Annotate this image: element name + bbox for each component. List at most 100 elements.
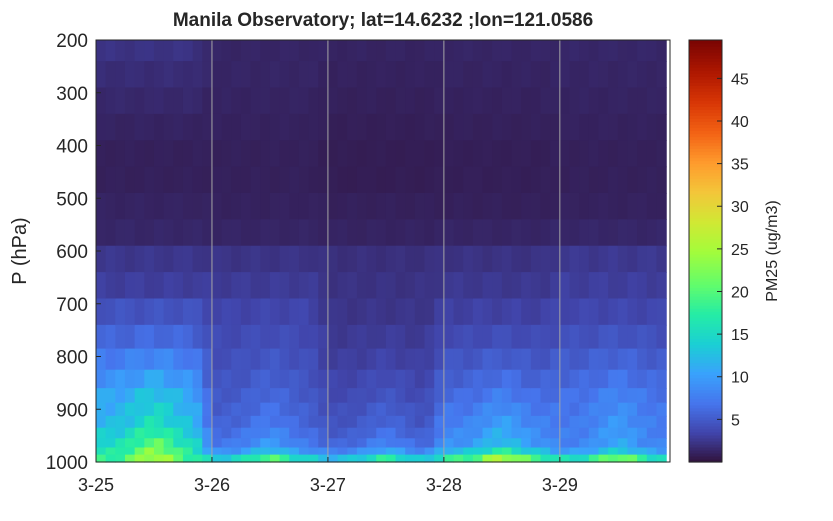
colorbar-segment (689, 94, 722, 98)
heatmap-cell (627, 245, 638, 273)
heatmap-cell (124, 61, 136, 89)
heatmap-cell (569, 388, 580, 404)
heatmap-cell (608, 40, 619, 62)
heatmap-cell (211, 219, 223, 247)
heatmap-cell (356, 427, 368, 439)
colorbar-segment (689, 377, 722, 382)
heatmap-cell (260, 427, 271, 439)
heatmap-cell (192, 427, 203, 439)
heatmap-cell (453, 166, 464, 194)
colorbar-tick-label: 25 (731, 242, 749, 259)
heatmap-cell (395, 369, 406, 389)
heatmap-cell (298, 369, 310, 389)
heatmap-cell (588, 298, 600, 326)
heatmap-cell (134, 113, 145, 141)
colorbar-segment (689, 199, 722, 204)
heatmap-cell (221, 40, 232, 62)
colorbar-tick-label: 45 (731, 71, 749, 88)
heatmap-cell (347, 87, 358, 115)
heatmap-cell (472, 324, 484, 350)
heatmap-cell (443, 61, 455, 89)
heatmap-cell (395, 402, 406, 417)
heatmap-cell (637, 192, 648, 220)
colorbar-segment (689, 226, 722, 231)
heatmap-cell (366, 61, 377, 89)
heatmap-cell (289, 40, 300, 62)
heatmap-cell (250, 298, 261, 326)
heatmap-cell (337, 447, 348, 456)
heatmap-cell (405, 166, 416, 194)
colorbar-segment (689, 437, 722, 442)
heatmap-cell (327, 245, 339, 273)
colorbar-segment (689, 455, 722, 460)
heatmap-cell (463, 388, 474, 404)
heatmap-cell (627, 388, 638, 404)
x-tick-label: 3-26 (194, 475, 230, 495)
heatmap-cell (511, 61, 522, 89)
heatmap-cell (327, 369, 339, 389)
heatmap-cell (192, 272, 203, 300)
heatmap-cell (134, 388, 145, 404)
heatmap-cell (260, 454, 271, 463)
heatmap-cell (144, 219, 155, 247)
heatmap-cell (250, 402, 261, 417)
heatmap-cell (279, 438, 290, 449)
heatmap-cell (598, 447, 609, 456)
heatmap-cell (492, 454, 503, 463)
heatmap-cell (240, 245, 252, 273)
heatmap-cell (646, 166, 658, 194)
heatmap-cell (327, 140, 339, 168)
colorbar-tick-label: 40 (731, 114, 749, 131)
colorbar-segment (689, 362, 722, 367)
colorbar-segment (689, 413, 722, 418)
heatmap-cell (472, 388, 484, 404)
colorbar-segment (689, 284, 722, 288)
heatmap-cell (492, 140, 503, 168)
heatmap-cell (105, 61, 116, 89)
heatmap-cell (308, 272, 319, 300)
heatmap-cell (550, 447, 561, 456)
heatmap-cell (424, 348, 435, 371)
heatmap-cell (105, 447, 116, 456)
colorbar-segment (689, 458, 722, 463)
heatmap-cell (443, 402, 455, 417)
heatmap-cell (550, 369, 561, 389)
heatmap-cell (298, 87, 310, 115)
heatmap-cell (598, 454, 609, 463)
heatmap-cell (530, 369, 542, 389)
heatmap-cell (434, 427, 445, 439)
heatmap-cell (376, 87, 387, 115)
heatmap-cell (289, 298, 300, 326)
heatmap-cell (627, 402, 638, 417)
heatmap-cell (588, 369, 600, 389)
heatmap-cell (569, 348, 580, 371)
heatmap-cell (96, 402, 107, 417)
heatmap-cell (492, 447, 503, 456)
heatmap-cell (443, 166, 455, 194)
heatmap-cell (405, 427, 416, 439)
colorbar-segment (689, 127, 722, 132)
heatmap-cell (96, 166, 107, 194)
heatmap-cell (356, 324, 368, 350)
colorbar-segment (689, 308, 722, 312)
heatmap-cell (269, 272, 281, 300)
heatmap-cell (124, 140, 136, 168)
heatmap-cell (269, 348, 281, 371)
heatmap-cell (463, 298, 474, 326)
heatmap-cell (540, 298, 551, 326)
heatmap-cell (453, 427, 464, 439)
heatmap-cell (559, 245, 571, 273)
heatmap-cell (289, 415, 300, 429)
heatmap-cell (637, 427, 648, 439)
heatmap-cell (530, 348, 542, 371)
heatmap-cell (318, 166, 329, 194)
heatmap-cell (356, 388, 368, 404)
heatmap-cell (424, 87, 435, 115)
heatmap-cell (231, 192, 242, 220)
heatmap-cell (240, 140, 252, 168)
heatmap-cell (569, 61, 580, 89)
heatmap-cell (96, 447, 107, 456)
y-tick-label: 700 (56, 295, 88, 316)
heatmap-cell (96, 113, 107, 141)
colorbar-segment (689, 257, 722, 261)
